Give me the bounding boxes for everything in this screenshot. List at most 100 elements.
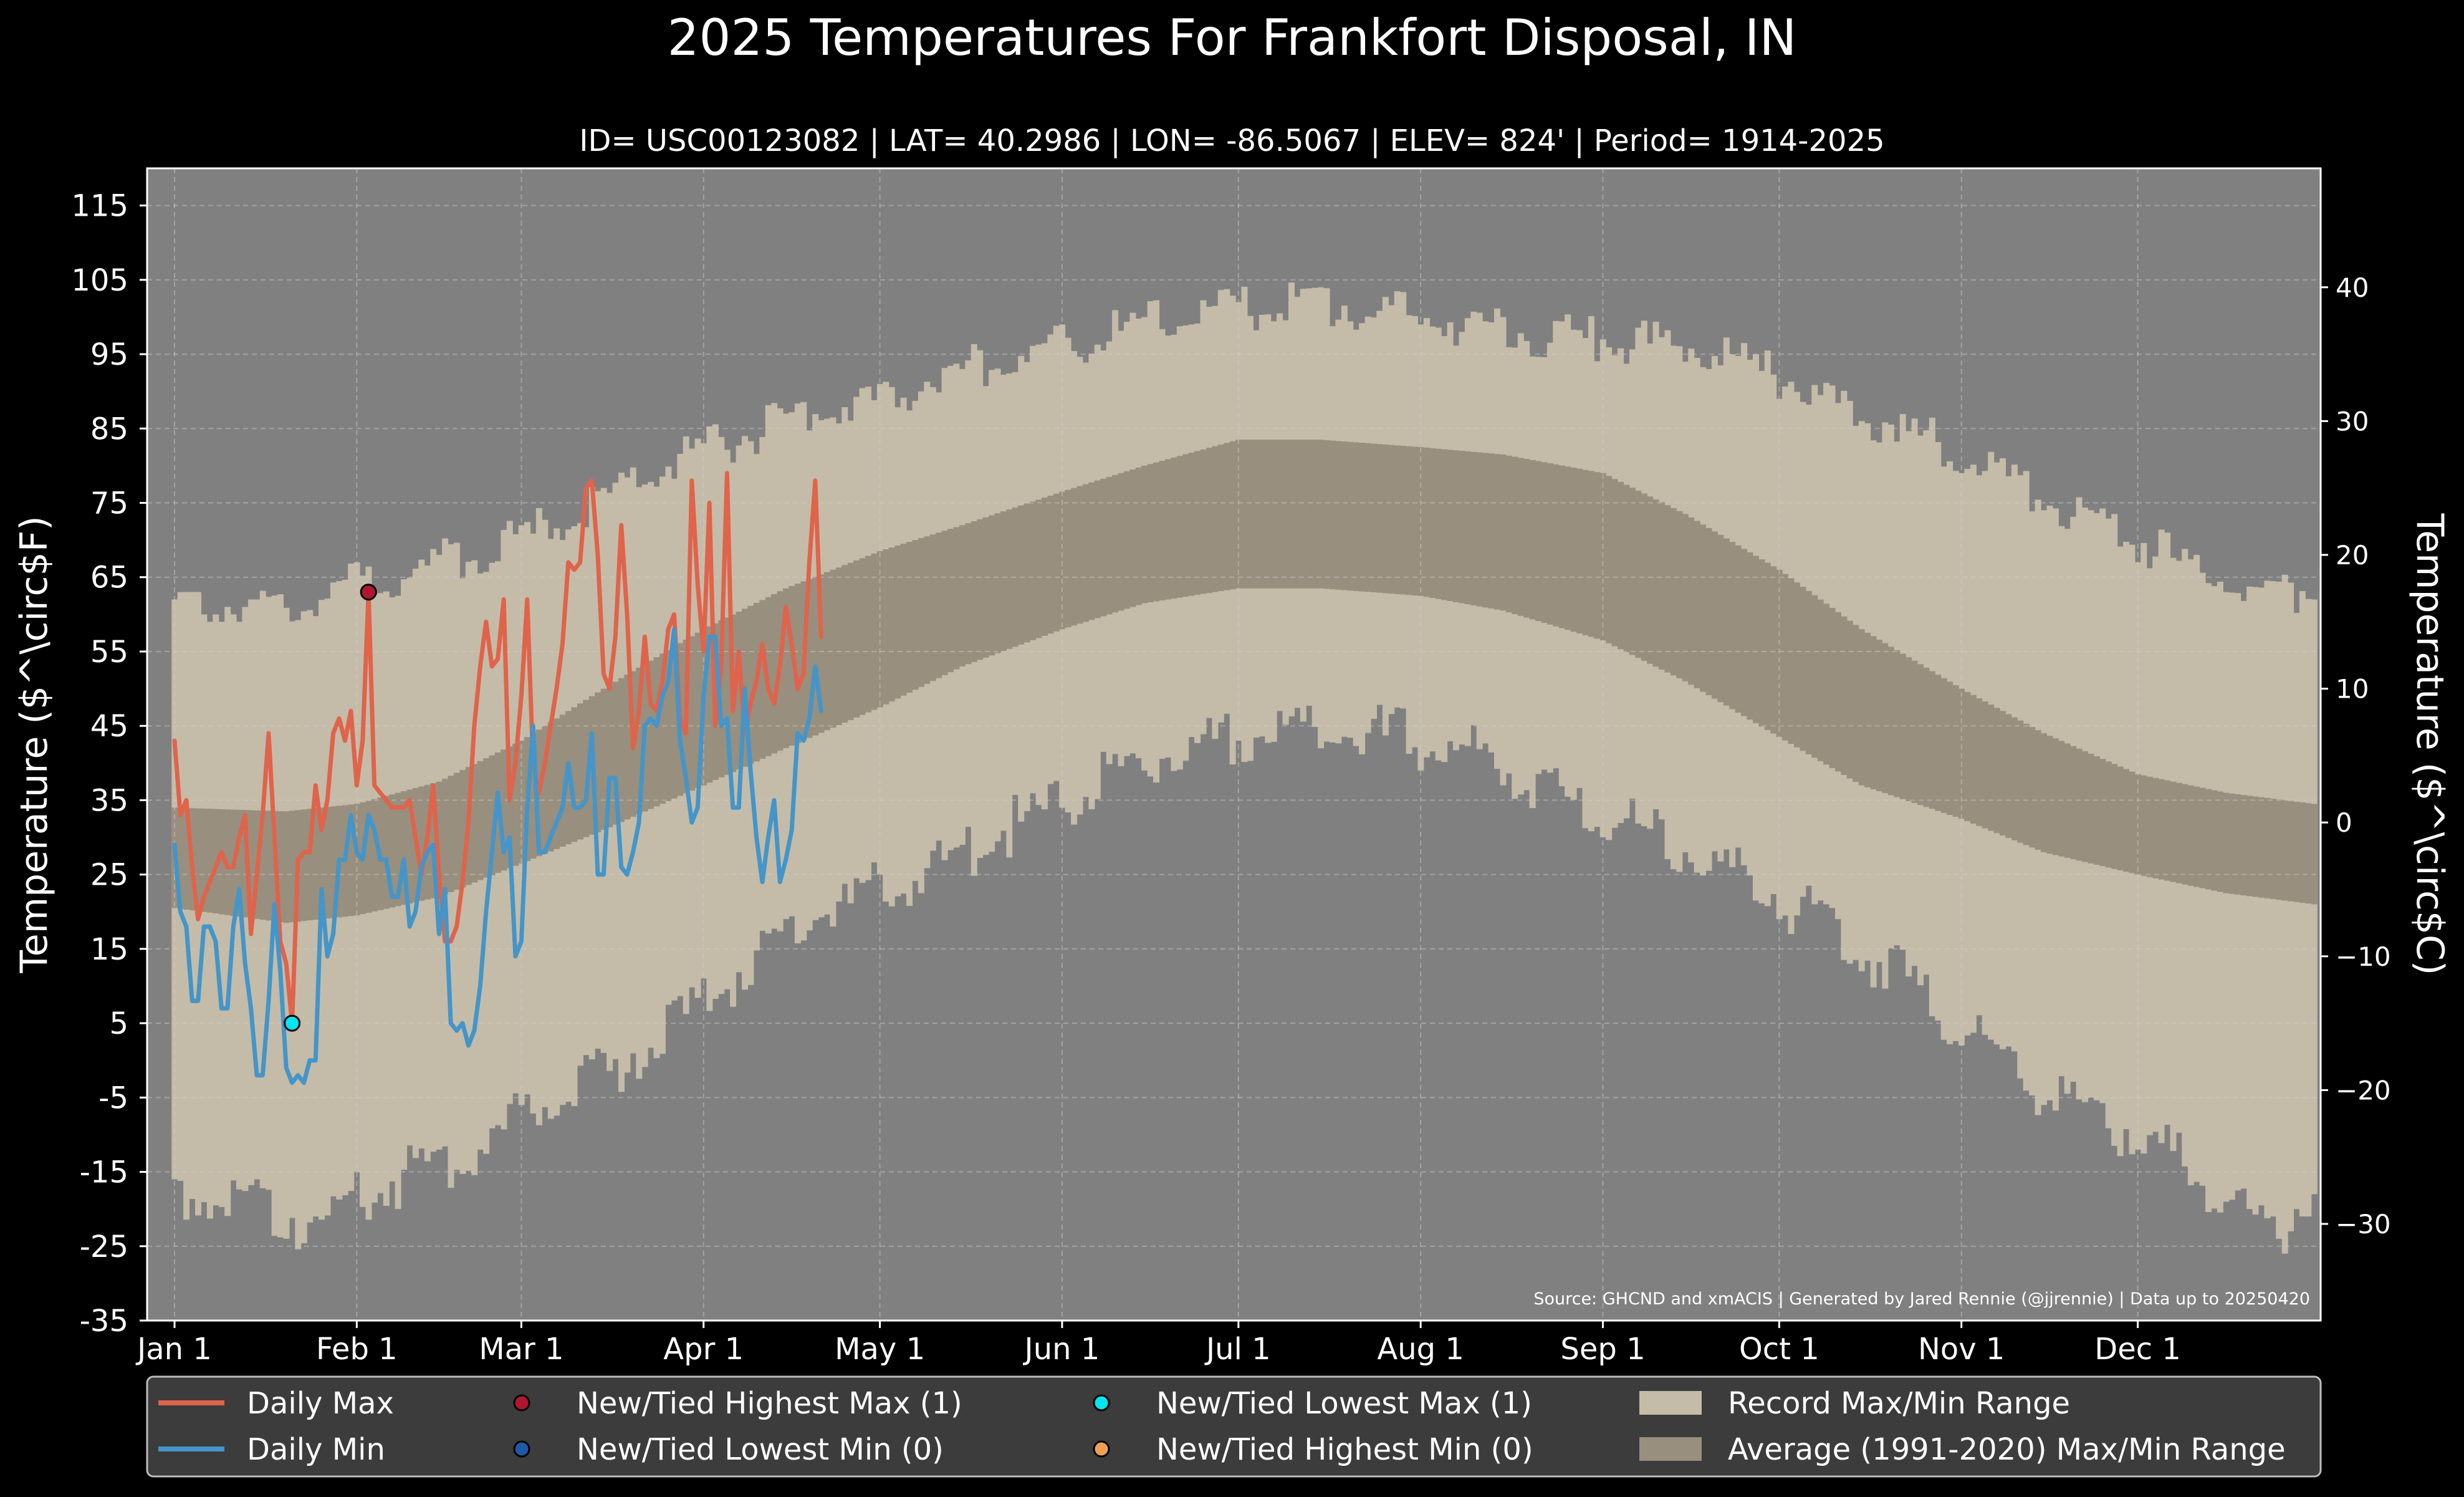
normal-range-bar: [953, 527, 960, 670]
normal-range-bar: [818, 574, 825, 733]
normal-range-bar: [389, 794, 396, 908]
normal-range-bar: [1035, 499, 1042, 638]
normal-range-bar: [1141, 465, 1148, 604]
normal-range-bar: [841, 565, 848, 723]
normal-range-bar: [1359, 443, 1366, 592]
normal-range-bar: [1217, 445, 1224, 592]
normal-range-bar: [1635, 490, 1642, 658]
normal-range-bar: [583, 700, 590, 837]
normal-range-bar: [2070, 746, 2077, 859]
normal-range-bar: [2246, 796, 2253, 897]
normal-range-bar: [1735, 545, 1742, 713]
normal-range-bar: [1558, 465, 1565, 628]
normal-range-bar: [853, 560, 860, 718]
normal-range-bar: [1030, 501, 1037, 640]
normal-range-bar: [1958, 688, 1965, 819]
record-markers: [284, 584, 377, 1032]
normal-range-bar: [1588, 471, 1594, 637]
legend-label: New/Tied Lowest Max (1): [1156, 1386, 1532, 1421]
normal-range-bar: [1782, 574, 1789, 741]
normal-range-bar: [894, 546, 901, 699]
normal-range-bar: [2129, 771, 2136, 874]
y-tick-label-left: -25: [80, 1230, 128, 1264]
normal-range-bar: [406, 789, 413, 904]
normal-range-bar: [1371, 443, 1377, 592]
normal-range-bar: [1453, 450, 1459, 602]
normal-range-bar: [1306, 440, 1313, 589]
normal-range-bar: [2276, 799, 2283, 900]
normal-range-bar: [912, 540, 919, 690]
y-tick-label-right: 10: [2336, 674, 2369, 705]
normal-range-bar: [1494, 454, 1500, 610]
normal-range-bar: [1512, 456, 1518, 614]
normal-range-bar: [1853, 625, 1859, 782]
normal-range-bar: [2187, 785, 2194, 886]
normal-range-bar: [577, 703, 583, 840]
normal-range-bar: [1811, 595, 1818, 758]
normal-range-bar: [1947, 681, 1953, 815]
y-tick-label-left: 115: [71, 189, 128, 224]
y-tick-label-right: 40: [2336, 272, 2369, 303]
legend-swatch-marker: [1093, 1394, 1110, 1412]
normal-range-bar: [1388, 445, 1395, 594]
normal-range-bar: [618, 678, 625, 822]
normal-range-bar: [2076, 748, 2083, 861]
normal-range-bar: [1470, 451, 1477, 605]
record-range-bar: [218, 622, 225, 1207]
normal-range-bar: [324, 807, 331, 919]
normal-range-bar: [1970, 695, 1977, 824]
normal-range-bar: [1265, 440, 1272, 589]
normal-range-bar: [1023, 503, 1030, 643]
normal-range-bar: [1923, 667, 1930, 807]
y-tick-label-right: −10: [2336, 941, 2391, 972]
normal-range-bar: [1006, 509, 1013, 649]
normal-range-bar: [1277, 440, 1283, 589]
normal-range-bar: [1176, 456, 1183, 598]
normal-range-bar: [1076, 486, 1083, 624]
x-tick-label: Dec 1: [2094, 1332, 2181, 1367]
normal-range-bar: [1153, 462, 1160, 602]
y-tick-label-left: -35: [80, 1304, 128, 1339]
normal-range-bar: [1106, 476, 1113, 615]
new-tied-highest-maxmarker: [360, 584, 377, 601]
y-tick-label-right: 30: [2336, 406, 2369, 436]
normal-range-bar: [2029, 726, 2036, 848]
normal-range-bar: [1459, 451, 1465, 604]
normal-range-bar: [300, 809, 307, 922]
normal-range-bar: [1876, 640, 1882, 791]
record-range-bar: [2281, 574, 2288, 1254]
normal-range-bar: [824, 572, 830, 731]
normal-range-bar: [1171, 457, 1177, 599]
normal-range-bar: [1100, 478, 1107, 617]
record-range-bar: [2299, 591, 2306, 1217]
y-tick-label-left: 35: [90, 783, 128, 818]
normal-range-bar: [724, 617, 731, 775]
normal-range-bar: [659, 653, 666, 804]
normal-range-bar: [1294, 440, 1301, 589]
normal-range-bar: [1800, 587, 1806, 751]
y-tick-label-left: 75: [90, 486, 128, 521]
normal-range-bar: [1270, 440, 1277, 589]
normal-range-bar: [2041, 733, 2047, 852]
normal-range-bar: [1982, 701, 1988, 829]
y-tick-label-left: 55: [90, 635, 128, 670]
x-tick-label: Sep 1: [1560, 1332, 1645, 1367]
normal-range-bar: [1012, 507, 1019, 647]
daily-max-line: [172, 471, 823, 1026]
normal-range-bar: [1241, 440, 1248, 589]
normal-range-bar: [1906, 657, 1912, 801]
normal-range-bar: [806, 579, 813, 738]
x-tick-label: May 1: [835, 1332, 925, 1367]
normal-range-bar: [1988, 705, 1995, 831]
normal-range-bar: [2111, 764, 2118, 869]
normal-range-bar: [1488, 453, 1495, 609]
record-range-bar: [2293, 613, 2300, 1210]
normal-range-bar: [2288, 801, 2294, 902]
record-range-bar: [295, 620, 302, 1249]
normal-range-bar: [830, 569, 837, 728]
normal-range-bar: [2182, 784, 2188, 885]
normal-range-bar: [1606, 476, 1613, 643]
normal-range-bar: [1670, 508, 1677, 676]
normal-range-bar: [2170, 781, 2177, 882]
normal-range-bar: [1400, 446, 1407, 595]
